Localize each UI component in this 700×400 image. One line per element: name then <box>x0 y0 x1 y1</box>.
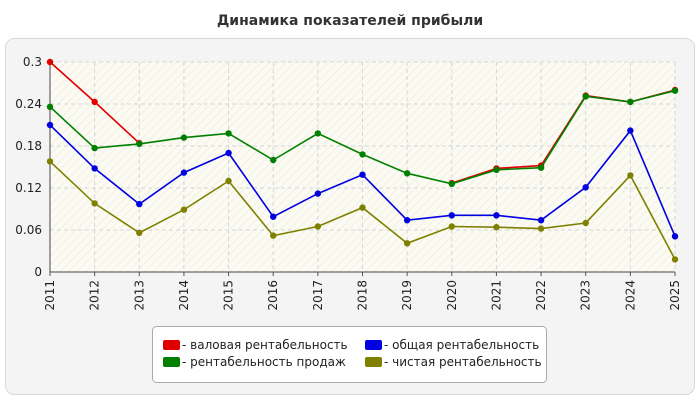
data-point <box>359 204 366 211</box>
data-point <box>270 156 277 164</box>
data-point <box>582 219 589 227</box>
y-tick-label: 0.24 <box>15 97 42 111</box>
data-point <box>314 130 322 137</box>
data-point <box>671 87 679 94</box>
data-point <box>627 98 634 106</box>
data-point <box>225 130 232 137</box>
data-point <box>359 171 366 178</box>
legend-label: - валовая рентабельность <box>182 338 348 352</box>
data-point <box>46 103 54 111</box>
data-point <box>91 144 98 152</box>
data-point <box>627 127 634 134</box>
y-tick-label: 0.06 <box>15 223 42 237</box>
data-point <box>493 224 500 231</box>
x-tick-label: 2023 <box>579 280 593 311</box>
series-2 <box>46 87 679 187</box>
data-point <box>46 158 54 165</box>
data-point <box>582 184 589 191</box>
data-point <box>403 217 411 224</box>
data-point <box>136 229 143 236</box>
data-point <box>46 121 54 129</box>
data-point <box>314 223 322 230</box>
data-point <box>582 93 589 100</box>
x-tick-label: 2017 <box>311 280 325 311</box>
data-point <box>493 166 500 173</box>
y-tick-label: 0 <box>34 265 42 279</box>
data-point <box>225 149 232 157</box>
x-tick-label: 2022 <box>534 280 548 311</box>
y-tick-label: 0.3 <box>23 55 42 69</box>
legend-label: - общая рентабельность <box>384 338 539 352</box>
data-point <box>180 206 188 213</box>
x-tick-label: 2021 <box>489 280 503 311</box>
data-point <box>448 212 455 219</box>
x-tick-label: 2016 <box>266 280 280 311</box>
x-tick-label: 2024 <box>623 280 637 311</box>
legend-swatch <box>365 340 382 350</box>
data-point <box>136 200 143 208</box>
x-tick-label: 2012 <box>88 280 102 311</box>
data-point <box>537 164 545 171</box>
data-point <box>180 134 188 141</box>
data-point <box>537 217 545 224</box>
axes: 0 0.06 0.12 0.18 0.24 0.3 2011 2012 2013 2014 2015… <box>15 55 682 311</box>
data-point <box>403 170 411 177</box>
legend-swatch <box>163 340 180 350</box>
legend-swatch <box>163 357 180 367</box>
data-point <box>91 98 98 106</box>
x-tick-label: 2011 <box>43 280 57 311</box>
data-point <box>225 177 232 185</box>
y-tick-label: 0.12 <box>15 181 42 195</box>
legend-label: - чистая рентабельность <box>384 355 542 369</box>
legend-swatch <box>365 357 382 367</box>
data-point <box>493 212 500 219</box>
data-point <box>671 233 679 240</box>
data-point <box>136 140 143 148</box>
data-point <box>91 200 98 207</box>
series-1 <box>46 121 679 240</box>
legend-box <box>152 326 547 383</box>
chart-title: Динамика показателей прибыли <box>217 13 483 29</box>
series-layer <box>46 58 679 263</box>
legend: - валовая рентабельность - общая рентабел… <box>152 326 547 383</box>
data-point <box>359 151 366 158</box>
x-tick-label: 2014 <box>177 280 191 311</box>
x-tick-label: 2019 <box>400 280 414 311</box>
data-point <box>270 232 277 239</box>
series-3 <box>46 158 679 263</box>
data-point <box>448 223 455 230</box>
data-point <box>627 172 634 179</box>
data-point <box>270 213 277 220</box>
x-tick-label: 2018 <box>356 280 370 311</box>
data-point <box>180 169 188 176</box>
x-tick-label: 2015 <box>222 280 236 311</box>
data-point <box>448 180 455 187</box>
data-point <box>403 240 411 247</box>
data-point <box>46 58 54 66</box>
data-point <box>91 165 98 172</box>
data-point <box>314 190 322 197</box>
data-point <box>671 256 679 263</box>
y-tick-label: 0.18 <box>15 139 42 153</box>
x-tick-label: 2020 <box>445 280 459 311</box>
x-tick-label: 2013 <box>132 280 146 311</box>
legend-label: - рентабельность продаж <box>182 355 346 369</box>
x-tick-label: 2025 <box>668 280 682 311</box>
data-point <box>537 225 545 232</box>
